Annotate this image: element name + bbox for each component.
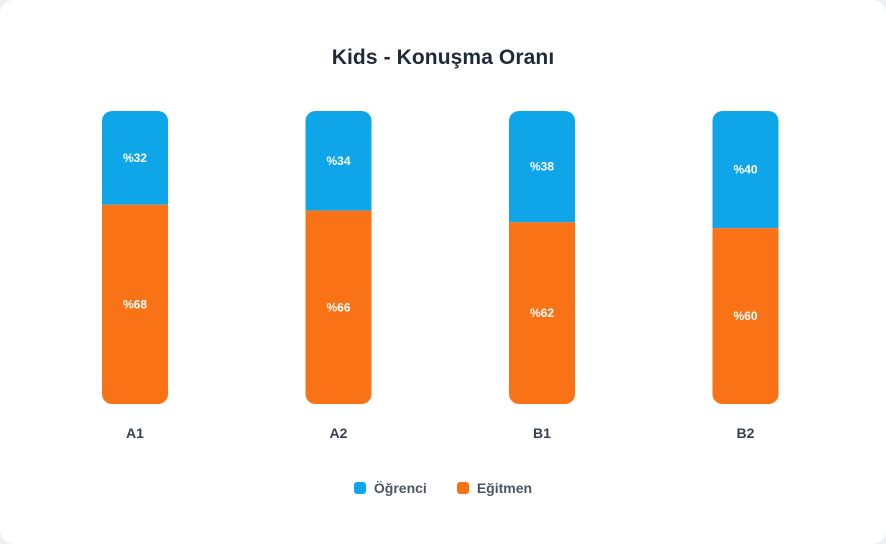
legend-label-egitmen: Eğitmen [476, 480, 533, 496]
x-tick-label-a2: A2 [330, 425, 348, 441]
legend-swatch-egitmen [456, 482, 469, 494]
legend-item-ogrenci[interactable]: Öğrenci [353, 480, 427, 496]
data-label-ogrenci-a1: %32 [123, 151, 147, 165]
legend-swatch-ogrenci [353, 482, 366, 494]
data-label-ogrenci-b1: %38 [530, 160, 554, 174]
bar-egitmen-b2[interactable] [712, 228, 779, 404]
bar-group-b1 [509, 111, 575, 404]
bar-ogrenci-b1[interactable] [509, 111, 575, 223]
x-tick-label-b1: B1 [533, 425, 551, 441]
data-label-egitmen-b1: %62 [530, 306, 554, 320]
data-label-ogrenci-a2: %34 [326, 154, 350, 168]
legend-label-ogrenci: Öğrenci [373, 480, 427, 496]
bar-group-a1 [102, 111, 168, 404]
bar-egitmen-a2[interactable] [305, 210, 372, 404]
bar-egitmen-b1[interactable] [509, 222, 575, 404]
data-label-egitmen-a2: %66 [326, 300, 350, 314]
bar-ogrenci-a2[interactable] [305, 111, 372, 211]
data-label-egitmen-b2: %60 [733, 309, 757, 323]
x-tick-label-b2: B2 [737, 425, 755, 441]
bar-egitmen-a1[interactable] [102, 204, 168, 404]
bar-group-b2 [712, 111, 779, 404]
data-label-egitmen-a1: %68 [123, 297, 147, 311]
bar-ogrenci-a1[interactable] [102, 111, 168, 205]
x-tick-label-a1: A1 [126, 425, 144, 441]
chart-legend: Öğrenci Eğitmen [0, 480, 886, 496]
legend-item-egitmen[interactable]: Eğitmen [456, 480, 533, 496]
data-label-ogrenci-b2: %40 [733, 163, 757, 177]
chart-title: Kids - Konuşma Oranı [331, 46, 555, 69]
bar-group-a2 [305, 111, 372, 404]
bar-ogrenci-b2[interactable] [712, 111, 779, 229]
